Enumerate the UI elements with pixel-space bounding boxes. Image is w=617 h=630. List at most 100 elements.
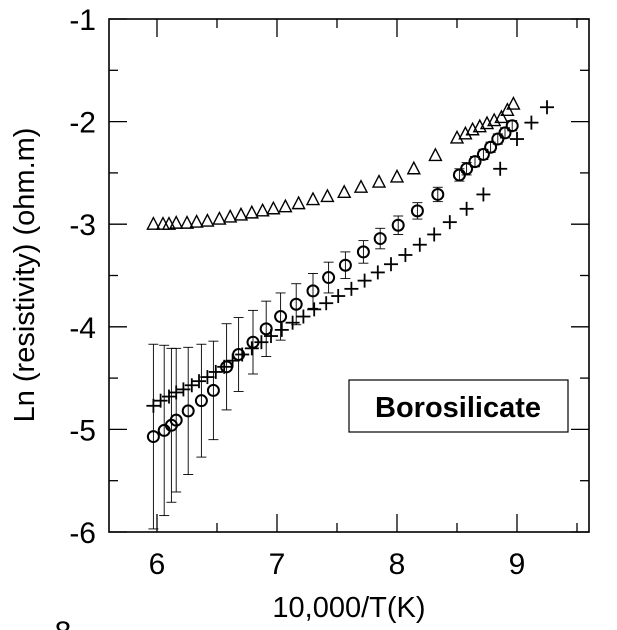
- data-point-plus: [244, 341, 259, 356]
- data-point-plus: [235, 347, 250, 362]
- data-point-plus: [217, 359, 232, 374]
- x-tick-label: 9: [509, 548, 526, 581]
- data-point-triangle: [179, 215, 195, 229]
- data-point-plus: [153, 393, 168, 408]
- data-point-circle: [460, 162, 474, 176]
- data-point-triangle: [266, 200, 281, 215]
- data-point-plus: [476, 187, 491, 202]
- data-point-plus: [319, 296, 334, 311]
- y-tick-label: -1: [69, 4, 96, 37]
- data-point-circle: [484, 140, 498, 154]
- plot-area-border: [108, 18, 590, 533]
- data-point-circle: [431, 187, 445, 201]
- data-point-plus: [169, 385, 184, 400]
- data-point-circle: [289, 297, 303, 311]
- data-point-plus: [370, 265, 385, 280]
- data-point-plus: [398, 247, 413, 262]
- data-point-plus: [540, 100, 554, 115]
- data-point-triangle: [320, 188, 335, 203]
- y-tick-label: -6: [69, 517, 96, 550]
- data-point-plus: [264, 329, 278, 344]
- data-point-circle: [194, 394, 208, 408]
- data-point-plus: [331, 289, 346, 304]
- data-point-plus: [459, 201, 474, 216]
- data-point-circle: [274, 310, 288, 324]
- data-point-circle: [410, 204, 424, 218]
- annotation-text: Borosilicate: [375, 392, 541, 424]
- data-point-plus: [427, 227, 442, 242]
- data-point-plus: [200, 370, 215, 385]
- data-point-circle: [373, 232, 387, 246]
- data-point-circle: [476, 147, 490, 161]
- x-tick-label: 8: [389, 548, 406, 581]
- data-point-circle: [322, 271, 336, 285]
- data-point-triangle: [291, 195, 306, 210]
- data-point-triangle: [389, 168, 405, 183]
- error-bars-group: [148, 120, 518, 530]
- data-point-plus: [307, 302, 322, 317]
- data-point-triangle: [506, 96, 521, 110]
- data-point-plus: [208, 364, 223, 379]
- data-point-circle: [356, 245, 370, 259]
- data-point-triangle: [244, 204, 259, 219]
- data-point-triangle: [428, 147, 443, 162]
- clipped-bottom-text: 8: [55, 616, 72, 630]
- data-point-triangle: [337, 184, 352, 199]
- data-point-plus: [442, 215, 457, 230]
- x-axis-label: 10,000/T(K): [272, 592, 425, 624]
- data-point-triangle: [146, 216, 161, 230]
- data-point-triangle: [449, 129, 465, 144]
- data-point-plus: [274, 322, 289, 337]
- markers-group: [146, 96, 554, 444]
- data-point-triangle: [494, 109, 509, 124]
- data-point-plus: [184, 378, 199, 393]
- annotation-frame: [348, 379, 569, 433]
- data-point-plus: [510, 132, 524, 147]
- data-point-triangle: [212, 210, 227, 225]
- y-tick-label: -2: [69, 107, 96, 140]
- data-point-triangle: [278, 198, 293, 213]
- data-point-plus: [225, 353, 240, 368]
- data-point-plus: [176, 382, 191, 397]
- data-point-plus: [344, 281, 359, 296]
- data-point-triangle: [406, 160, 421, 175]
- y-axis-label: Ln (resistivity) (ohm.m): [9, 128, 41, 423]
- plot-frame: [108, 18, 590, 533]
- y-tick-label: -5: [69, 414, 96, 447]
- data-point-plus: [254, 335, 269, 350]
- data-point-triangle: [223, 208, 238, 223]
- y-tick-label: -4: [69, 312, 96, 345]
- data-point-circle: [468, 155, 482, 169]
- x-tick-label: 7: [269, 548, 286, 581]
- data-point-circle: [259, 322, 273, 336]
- data-point-triangle: [305, 191, 321, 206]
- y-tick-label: -3: [69, 209, 96, 242]
- tick-labels-group: 6 7 8 9 -6 -5 -4 -3 -2 -1: [69, 4, 525, 581]
- data-point-plus: [384, 257, 398, 272]
- data-point-circle: [505, 119, 519, 133]
- data-point-triangle: [169, 215, 184, 229]
- data-point-triangle: [255, 202, 270, 217]
- data-point-circle: [338, 258, 352, 272]
- data-point-plus: [412, 237, 427, 252]
- data-point-plus: [192, 374, 206, 389]
- data-point-triangle: [371, 174, 387, 188]
- data-point-plus: [162, 389, 176, 404]
- data-point-circle: [146, 430, 160, 444]
- data-point-triangle: [189, 214, 204, 228]
- data-point-triangle: [233, 206, 249, 221]
- annotation-box: Borosilicate: [348, 379, 569, 433]
- data-point-plus: [285, 315, 300, 330]
- data-point-plus: [524, 115, 539, 130]
- data-point-plus: [296, 309, 311, 324]
- ticks-group: [109, 18, 589, 533]
- data-point-triangle: [458, 125, 473, 140]
- data-point-circle: [169, 413, 183, 427]
- data-point-triangle: [200, 213, 215, 227]
- data-point-circle: [498, 126, 512, 140]
- data-point-circle: [391, 218, 405, 232]
- data-point-circle: [206, 383, 220, 397]
- data-point-plus: [357, 273, 372, 288]
- data-point-plus: [146, 398, 161, 413]
